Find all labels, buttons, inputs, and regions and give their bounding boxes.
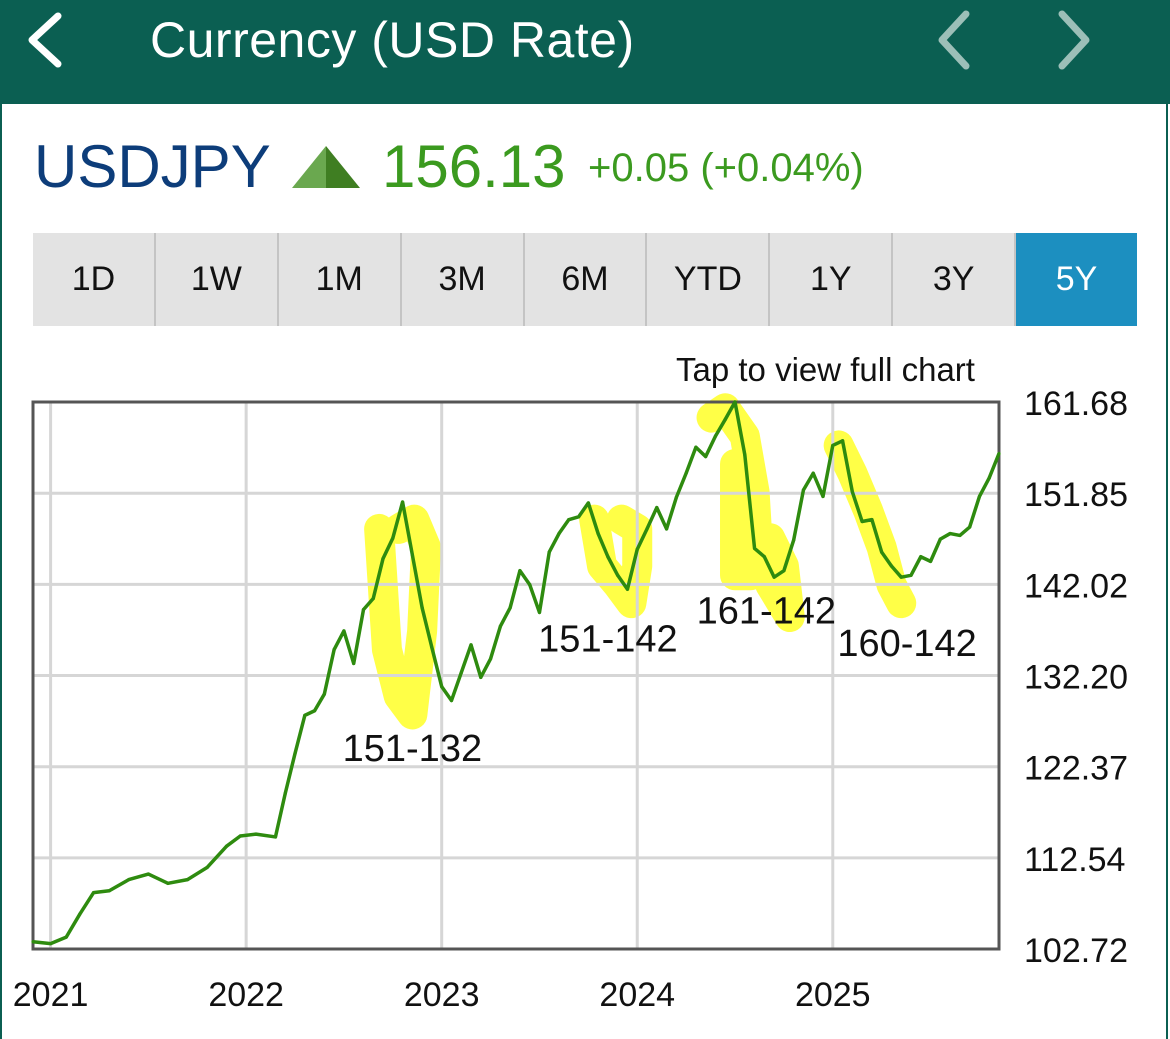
currency-pair-symbol: USDJPY — [34, 133, 271, 200]
chevron-left-icon — [28, 12, 62, 68]
quote-summary: USDJPY 156.13 +0.05 (+0.04%) — [34, 132, 1134, 202]
tab-1d[interactable]: 1D — [33, 233, 156, 326]
tab-3y[interactable]: 3Y — [893, 233, 1017, 326]
tab-3m[interactable]: 3M — [402, 233, 525, 326]
view-full-chart-link[interactable]: Tap to view full chart — [676, 351, 975, 388]
tab-1w[interactable]: 1W — [156, 233, 279, 326]
range-tabs: 1D 1W 1M 3M 6M YTD 1Y 3Y 5Y — [33, 233, 1138, 326]
tab-6m[interactable]: 6M — [525, 233, 648, 326]
chevron-right-icon — [1058, 10, 1090, 70]
tab-1y[interactable]: 1Y — [770, 233, 894, 326]
content-frame — [0, 104, 1168, 1039]
next-button[interactable] — [1048, 6, 1098, 74]
tab-5y[interactable]: 5Y — [1016, 233, 1138, 326]
back-button[interactable] — [22, 10, 72, 70]
tab-1m[interactable]: 1M — [279, 233, 402, 326]
price-change: +0.05 (+0.04%) — [588, 146, 864, 190]
top-bar: Currency (USD Rate) — [0, 0, 1170, 104]
triangle-up-icon — [290, 144, 362, 190]
chevron-left-icon — [938, 10, 970, 70]
page-title: Currency (USD Rate) — [150, 12, 635, 68]
tab-ytd[interactable]: YTD — [647, 233, 771, 326]
previous-button[interactable] — [930, 6, 980, 74]
current-price: 156.13 — [382, 133, 566, 200]
